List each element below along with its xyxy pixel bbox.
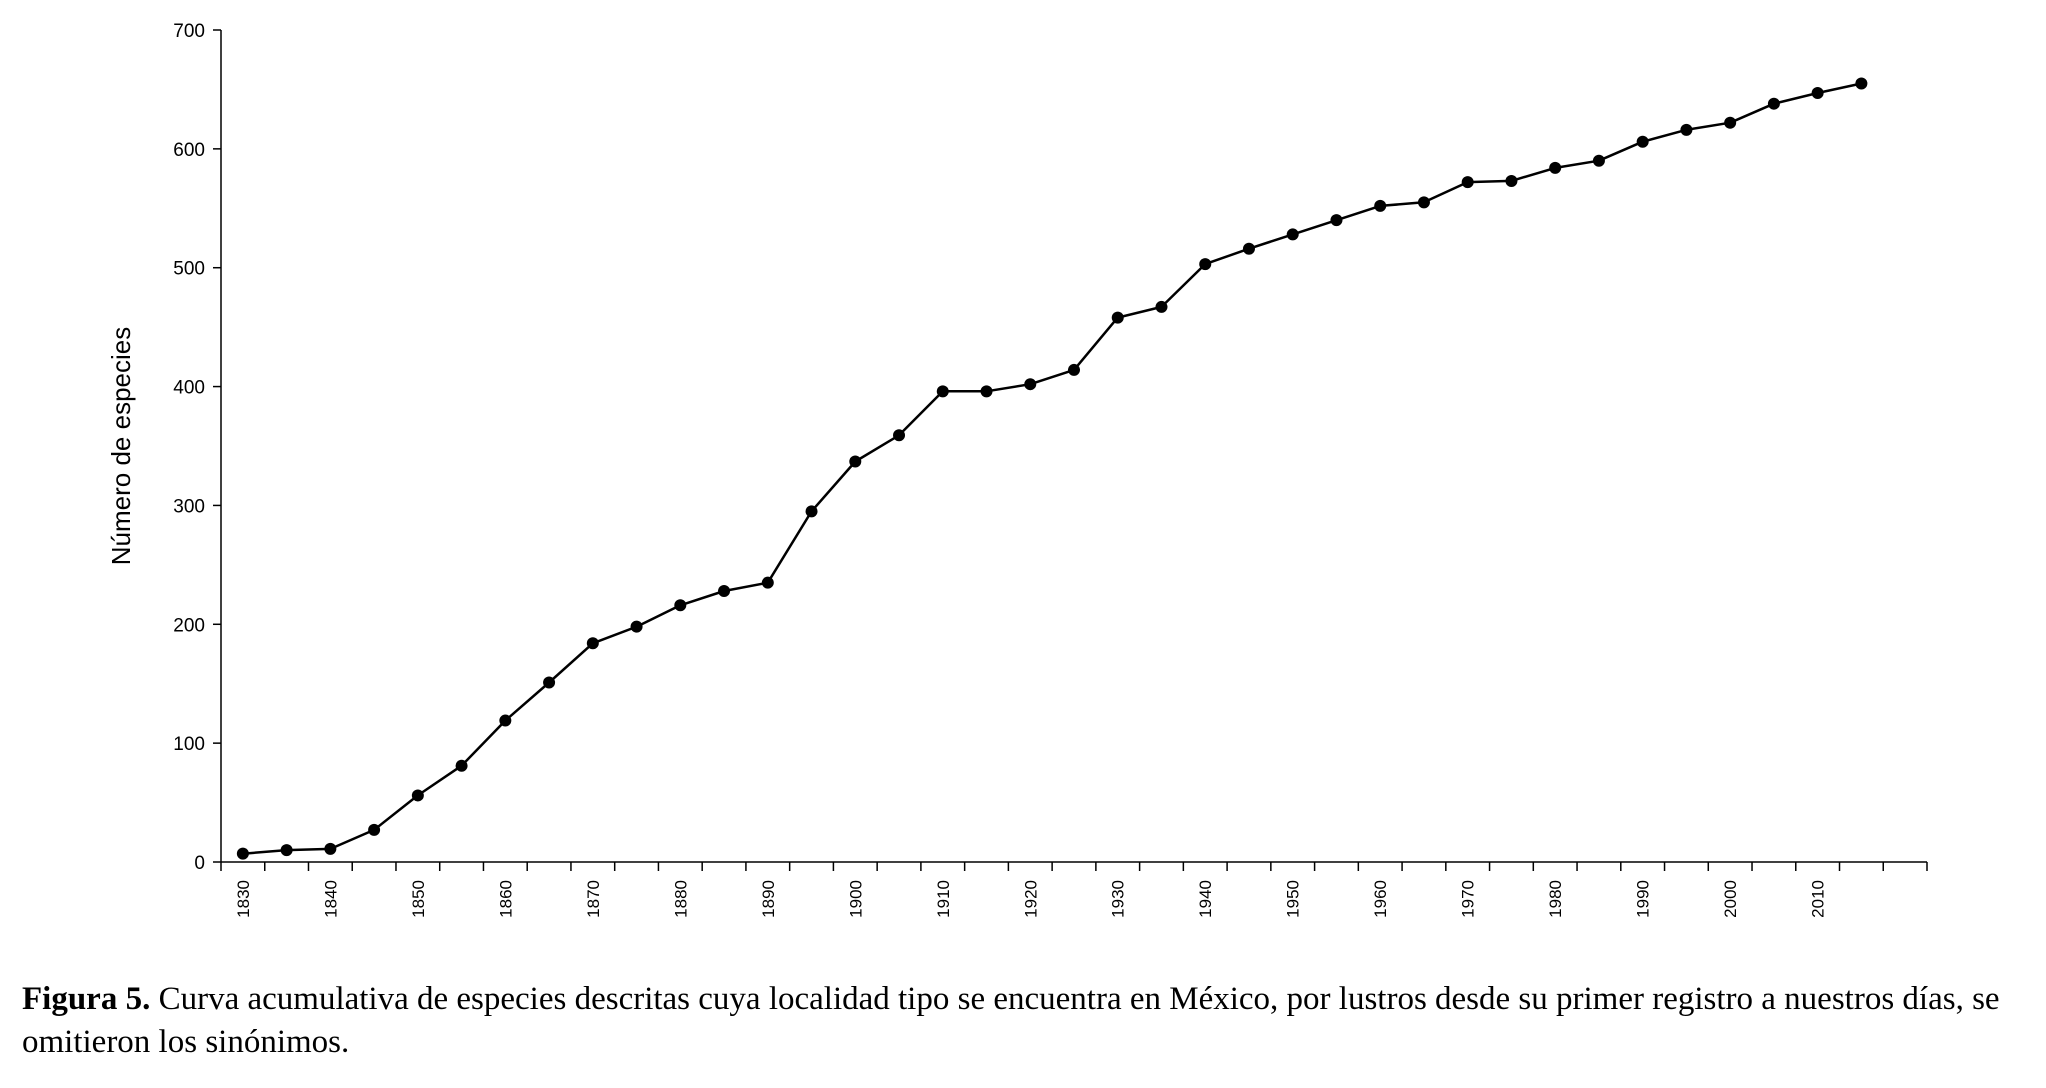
data-point <box>1767 97 1780 110</box>
x-axis-ticks: 1830 1840 1850 1860 1870 1880 1890 1900 1910 1920… <box>220 862 1928 918</box>
data-point <box>718 585 731 598</box>
y-tick-label: 200 <box>173 615 205 636</box>
x-tick-label: 1850 <box>409 880 428 918</box>
x-tick-label: 1980 <box>1546 880 1565 918</box>
figure-caption-text: Curva acumulativa de especies descritas … <box>22 981 2000 1060</box>
x-tick-label: 1870 <box>584 880 603 918</box>
data-point <box>1417 196 1430 209</box>
y-tick-label: 700 <box>173 21 205 42</box>
data-point <box>1374 199 1387 212</box>
data-point <box>411 789 424 802</box>
x-tick-label: 1860 <box>496 880 515 918</box>
x-tick-label: 1970 <box>1459 880 1478 918</box>
data-point <box>1242 242 1255 255</box>
data-point <box>280 844 293 857</box>
y-axis-title: Número de especies <box>106 327 136 565</box>
x-tick-label: 1950 <box>1284 880 1303 918</box>
x-tick-label: 1830 <box>234 880 253 918</box>
x-tick-label: 1920 <box>1021 880 1040 918</box>
data-point <box>1068 363 1080 376</box>
data-point <box>1811 86 1824 99</box>
y-tick-label: 400 <box>173 378 205 399</box>
data-point <box>455 759 468 772</box>
data-point <box>1024 378 1037 391</box>
data-point <box>674 599 687 612</box>
data-point <box>1330 214 1343 227</box>
data-point <box>499 714 512 727</box>
y-tick-label: 100 <box>173 734 205 755</box>
data-point <box>586 637 599 650</box>
data-point <box>1549 161 1562 174</box>
x-tick-label: 2000 <box>1721 880 1740 918</box>
data-point <box>805 505 818 518</box>
data-point <box>1724 116 1737 129</box>
data-point <box>543 676 556 689</box>
data-point <box>236 847 249 860</box>
data-point <box>1199 258 1212 271</box>
x-tick-label: 1940 <box>1196 880 1215 918</box>
data-point <box>1855 77 1868 90</box>
x-tick-label: 1900 <box>846 880 865 918</box>
x-tick-label: 1930 <box>1109 880 1128 918</box>
y-tick-label: 600 <box>173 140 205 161</box>
data-point <box>1505 174 1518 187</box>
x-tick-label: 1990 <box>1634 880 1653 918</box>
chart-axes <box>220 30 1927 863</box>
series-line <box>242 82 1862 855</box>
x-tick-label: 1840 <box>321 880 340 918</box>
y-tick-label: 500 <box>173 259 205 280</box>
y-axis-ticks: 0 100 200 300 400 500 600 700 <box>173 21 221 874</box>
data-point <box>1636 135 1649 148</box>
data-point <box>630 620 643 633</box>
data-point <box>980 385 993 398</box>
data-point <box>1592 154 1605 167</box>
data-point <box>1155 300 1168 313</box>
data-point <box>1111 311 1124 324</box>
data-point <box>324 842 337 855</box>
x-tick-label: 1910 <box>934 880 953 918</box>
data-point <box>1286 228 1299 241</box>
x-tick-label: 2010 <box>1809 880 1828 918</box>
x-tick-label: 1880 <box>671 880 690 918</box>
x-tick-label: 1960 <box>1371 880 1390 918</box>
data-point <box>893 429 906 442</box>
x-tick-label: 1890 <box>759 880 778 918</box>
figure-caption: Figura 5. Curva acumulativa de especies … <box>22 978 2032 1064</box>
data-point <box>936 385 949 398</box>
figure-caption-label: Figura 5. <box>22 981 151 1017</box>
data-point <box>1680 123 1693 136</box>
series-layer <box>236 77 1868 860</box>
data-point <box>368 823 381 836</box>
y-tick-label: 0 <box>194 853 205 874</box>
y-tick-label: 300 <box>173 496 205 517</box>
data-point <box>761 576 774 589</box>
data-point <box>1461 176 1474 189</box>
data-point <box>849 455 862 468</box>
